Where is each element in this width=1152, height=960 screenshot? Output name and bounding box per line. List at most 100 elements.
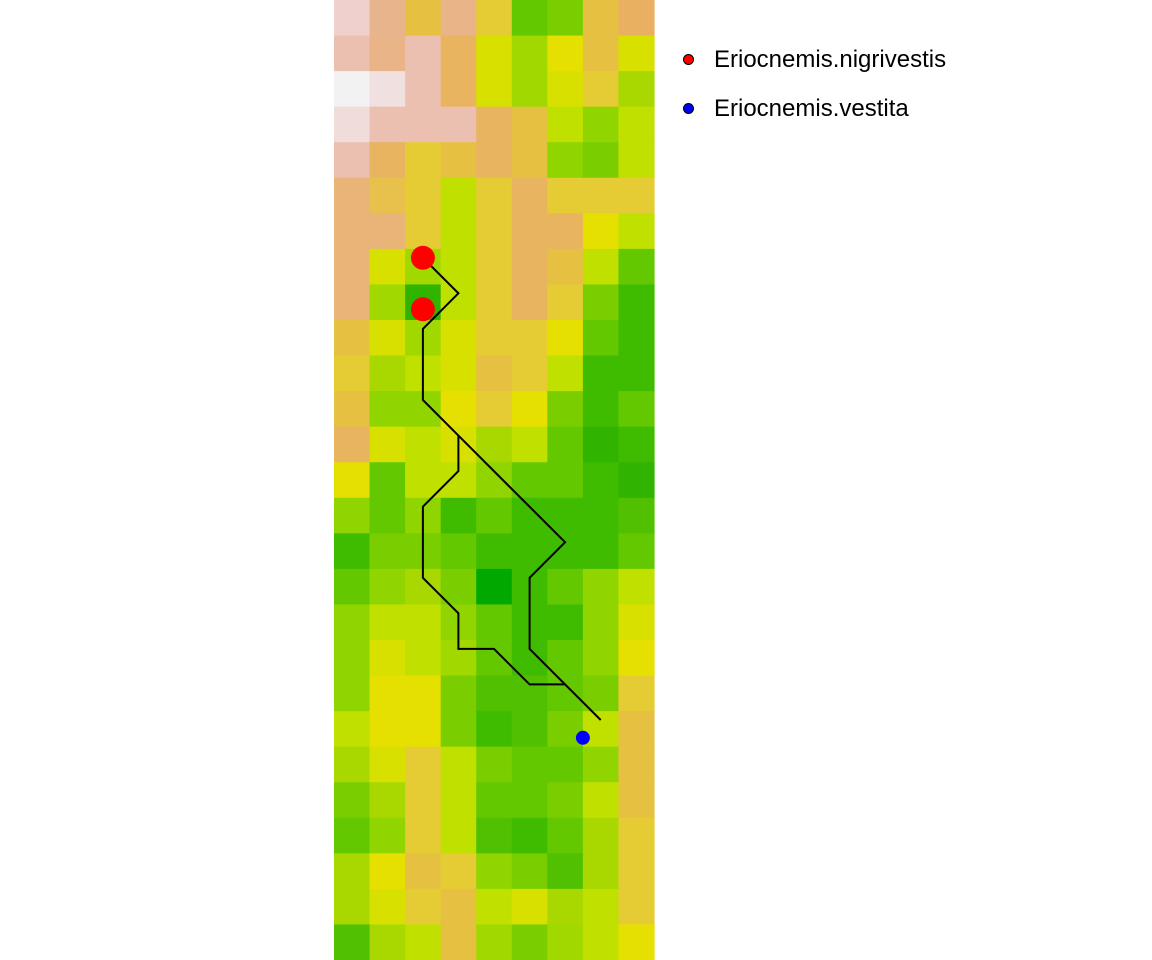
raster-cell [547, 782, 584, 819]
raster-cell [582, 888, 620, 926]
raster-cell [334, 71, 371, 108]
raster-cell [547, 71, 584, 108]
raster-cell [547, 604, 584, 641]
raster-cell [334, 533, 371, 570]
raster-cell [369, 320, 406, 357]
raster-cell [618, 533, 655, 570]
raster-cell [582, 284, 620, 321]
raster-cell [511, 426, 548, 463]
raster-cell [511, 355, 548, 392]
raster-cell [511, 35, 548, 72]
raster-cell [582, 746, 620, 783]
raster-layer [334, 0, 655, 960]
raster-cell [547, 355, 584, 392]
raster-cell [405, 71, 442, 108]
raster-cell [582, 640, 620, 677]
raster-cell [440, 106, 477, 143]
raster-cell [618, 568, 655, 606]
raster-cell [440, 782, 477, 819]
raster-cell [369, 924, 406, 960]
raster-cell [618, 284, 655, 321]
raster-cell [334, 320, 371, 357]
raster-cell [369, 533, 406, 570]
raster-cell [582, 355, 620, 392]
raster-cell [405, 711, 442, 748]
raster-cell [582, 35, 620, 72]
raster-cell [582, 568, 620, 606]
raster-cell [618, 106, 655, 143]
raster-cell [618, 888, 655, 926]
raster-cell [547, 853, 584, 890]
raster-cell [476, 106, 513, 143]
raster-cell [405, 177, 442, 214]
raster-cell [547, 106, 584, 143]
raster-cell [334, 497, 371, 534]
raster-cell [405, 604, 442, 641]
raster-cell [547, 320, 584, 357]
raster-cell [440, 853, 477, 890]
raster-cell [334, 177, 371, 214]
raster-cell [440, 533, 477, 570]
raster-cell [547, 817, 584, 854]
raster-cell [334, 462, 371, 499]
raster-cell [440, 284, 477, 321]
raster-cell [582, 426, 620, 463]
raster-cell [440, 817, 477, 854]
path-layer [421, 257, 602, 721]
raster-cell [476, 391, 513, 428]
raster-cell [618, 462, 655, 499]
raster-cell [618, 426, 655, 463]
raster-cell [405, 142, 442, 179]
raster-cell [440, 142, 477, 179]
raster-cell [476, 853, 513, 890]
raster-cell [334, 924, 371, 960]
raster-cell [618, 213, 655, 250]
raster-cell [547, 35, 584, 72]
raster-cell [334, 106, 371, 143]
raster-cell [547, 888, 584, 926]
raster-cell [334, 248, 371, 286]
raster-cell [476, 213, 513, 250]
raster-cell [618, 177, 655, 214]
raster-cell [476, 568, 513, 606]
raster-cell [476, 0, 513, 37]
raster-cell [547, 497, 584, 534]
raster-cell [334, 853, 371, 890]
raster-cell [511, 213, 548, 250]
raster-cell [476, 711, 513, 748]
raster-cell [334, 0, 371, 37]
raster-cell [547, 462, 584, 499]
raster-cell [511, 675, 548, 712]
raster-cell [369, 711, 406, 748]
raster-cell [547, 248, 584, 286]
raster-cell [476, 924, 513, 960]
raster-cell [405, 817, 442, 854]
legend-label: Eriocnemis.vestita [714, 95, 909, 122]
raster-cell [547, 924, 584, 960]
raster-cell [369, 71, 406, 108]
raster-cell [369, 248, 406, 286]
raster-cell [582, 177, 620, 214]
raster-cell [476, 71, 513, 108]
raster-cell [334, 640, 371, 677]
raster-cell [582, 0, 620, 37]
raster-cell [511, 0, 548, 37]
raster-cell [440, 35, 477, 72]
raster-cell [511, 924, 548, 960]
raster-cell [618, 35, 655, 72]
raster-cell [405, 106, 442, 143]
raster-cell [369, 604, 406, 641]
raster-cell [369, 284, 406, 321]
raster-cell [405, 0, 442, 37]
raster-cell [369, 640, 406, 677]
raster-cell [440, 391, 477, 428]
raster-cell [511, 746, 548, 783]
raster-cell [511, 71, 548, 108]
raster-cell [405, 746, 442, 783]
raster-cell [511, 533, 548, 570]
raster-cell [334, 568, 371, 606]
raster-cell [369, 35, 406, 72]
raster-cell [618, 746, 655, 783]
raster-cell [405, 782, 442, 819]
